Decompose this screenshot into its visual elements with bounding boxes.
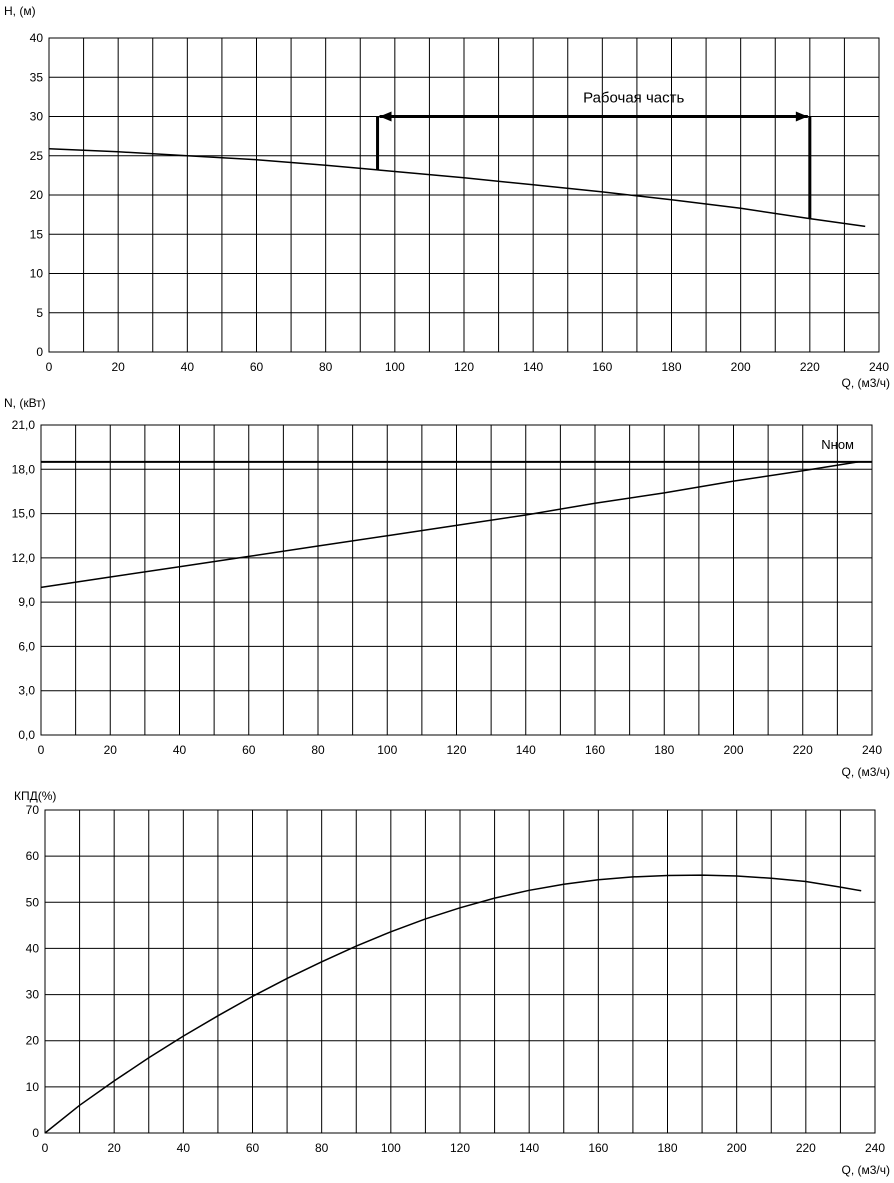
- chart-2-x-axis-label: Q, (м3/ч): [841, 1163, 890, 1177]
- chart-2-y-tick-label: 30: [26, 988, 40, 1002]
- chart-2-x-tick-label: 60: [246, 1141, 260, 1155]
- chart-0-y-tick-label: 10: [30, 267, 44, 281]
- chart-1-x-tick-label: 180: [654, 743, 674, 757]
- chart-1-x-tick-label: 40: [173, 743, 187, 757]
- chart-1-y-axis-label: N, (кВт): [4, 396, 46, 410]
- chart-0-x-tick-label: 140: [523, 360, 543, 374]
- chart-0-range-arrowhead-right: [795, 111, 808, 122]
- chart-0-x-tick-label: 120: [454, 360, 474, 374]
- chart-2-x-tick-label: 220: [796, 1141, 816, 1155]
- chart-1-y-tick-label: 6,0: [18, 639, 35, 653]
- chart-1-x-tick-label: 140: [516, 743, 536, 757]
- chart-2-x-tick-label: 0: [42, 1141, 49, 1155]
- chart-2-x-tick-label: 20: [107, 1141, 121, 1155]
- chart-1-x-tick-label: 0: [38, 743, 45, 757]
- chart-2-x-tick-label: 120: [450, 1141, 470, 1155]
- chart-2-x-tick-label: 100: [381, 1141, 401, 1155]
- chart-1-x-tick-label: 120: [446, 743, 466, 757]
- chart-0-x-axis-label: Q, (м3/ч): [841, 376, 890, 390]
- chart-2-y-tick-label: 60: [26, 849, 40, 863]
- chart-1-frame: [40, 424, 873, 736]
- chart-2-y-tick-label: 70: [26, 803, 40, 817]
- chart-1-y-tick-label: 21,0: [12, 418, 36, 432]
- chart-2-frame: [44, 809, 876, 1134]
- chart-0-x-tick-label: 200: [731, 360, 751, 374]
- chart-2-y-axis-label: КПД(%): [14, 789, 56, 803]
- chart-0-series-line: [48, 147, 866, 228]
- chart-0-y-tick-label: 35: [30, 70, 44, 84]
- chart-2-x-tick-label: 200: [727, 1141, 747, 1155]
- chart-0-y-tick-label: 40: [30, 31, 44, 45]
- chart-2-x-tick-label: 80: [315, 1141, 329, 1155]
- chart-2-y-tick-label: 20: [26, 1034, 40, 1048]
- chart-1-x-tick-label: 100: [377, 743, 397, 757]
- chart-1-x-tick-label: 200: [723, 743, 743, 757]
- chart-2-y-tick-label: 0: [32, 1126, 39, 1140]
- chart-0-frame: [48, 37, 880, 353]
- chart-2-x-tick-label: 40: [177, 1141, 191, 1155]
- chart-1-y-tick-label: 15,0: [12, 507, 36, 521]
- chart-1-y-tick-label: 12,0: [12, 551, 36, 565]
- head-chart: 0 5 10 15 20 25 30 35 40 0 20 40 60 80 100 120 140 160 180…: [4, 4, 890, 390]
- chart-0-y-tick-label: 25: [30, 149, 44, 163]
- chart-0-x-tick-label: 0: [46, 360, 53, 374]
- chart-1-x-tick-label: 160: [585, 743, 605, 757]
- chart-0-x-tick-label: 220: [800, 360, 820, 374]
- chart-0-y-tick-label: 30: [30, 110, 44, 124]
- chart-0-x-tick-label: 180: [661, 360, 681, 374]
- chart-2-y-tick-label: 10: [26, 1080, 40, 1094]
- chart-1-x-tick-label: 20: [104, 743, 118, 757]
- chart-0-x-tick-label: 100: [385, 360, 405, 374]
- chart-1-y-tick-label: 18,0: [12, 462, 36, 476]
- chart-0-y-tick-label: 0: [36, 345, 43, 359]
- chart-0-range-label: Рабочая часть: [583, 90, 684, 107]
- chart-0-range-arrowhead-left: [379, 111, 392, 122]
- chart-1-x-tick-label: 80: [311, 743, 325, 757]
- chart-1-y-tick-label: 0,0: [18, 728, 35, 742]
- chart-0-y-axis-label: H, (м): [4, 4, 36, 18]
- chart-1-x-tick-label: 60: [242, 743, 256, 757]
- chart-0-x-tick-label: 160: [592, 360, 612, 374]
- chart-1-series-line: [40, 461, 859, 589]
- chart-1-y-tick-label: 9,0: [18, 595, 35, 609]
- chart-1-x-axis-label: Q, (м3/ч): [841, 765, 890, 779]
- chart-0-y-tick-label: 20: [30, 188, 44, 202]
- chart-0-y-tick-label: 5: [36, 306, 43, 320]
- chart-0-x-tick-label: 240: [869, 360, 889, 374]
- chart-0-x-tick-label: 40: [181, 360, 195, 374]
- chart-0-y-tick-label: 15: [30, 227, 44, 241]
- chart-1-nominal-label: Nном: [821, 437, 854, 452]
- chart-0-x-tick-label: 60: [250, 360, 264, 374]
- chart-1-x-tick-label: 240: [862, 743, 882, 757]
- chart-1-x-tick-label: 220: [793, 743, 813, 757]
- chart-1-y-tick-label: 3,0: [18, 684, 35, 698]
- chart-0-x-tick-label: 80: [319, 360, 333, 374]
- chart-2-x-tick-label: 240: [865, 1141, 885, 1155]
- efficiency-chart: 0 10 20 30 40 50 60 70 0 20 40 60 80 100 120 140 160 180 2…: [14, 789, 890, 1177]
- chart-2-y-tick-label: 40: [26, 941, 40, 955]
- chart-2-y-tick-label: 50: [26, 895, 40, 909]
- chart-2-x-tick-label: 180: [657, 1141, 677, 1155]
- power-chart: 0,0 3,0 6,0 9,0 12,0 15,0 18,0 21,0 0 20 40 60 80 100…: [4, 396, 890, 779]
- chart-2-x-tick-label: 140: [519, 1141, 539, 1155]
- chart-2-x-tick-label: 160: [588, 1141, 608, 1155]
- chart-0-x-tick-label: 20: [111, 360, 125, 374]
- chart-2-series-line: [44, 874, 862, 1134]
